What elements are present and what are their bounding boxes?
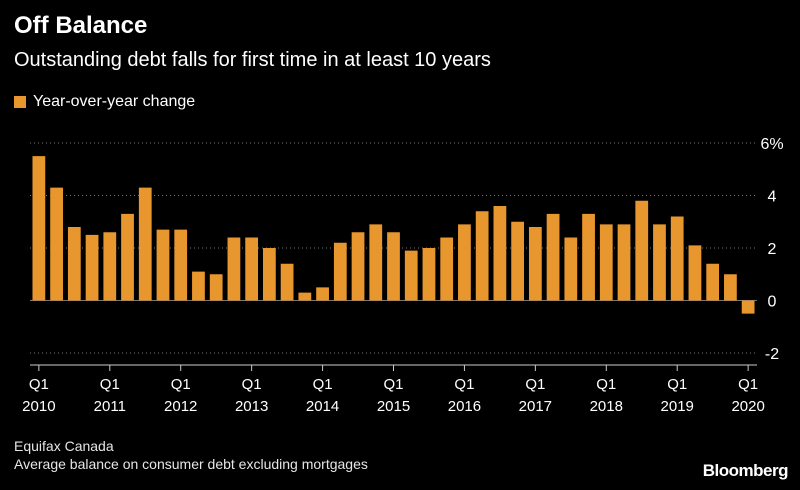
bar <box>635 200 649 301</box>
bar <box>227 237 241 301</box>
bloomberg-logo: Bloomberg <box>702 461 789 480</box>
y-tick-label: 4 <box>768 189 777 206</box>
bar <box>440 237 454 301</box>
x-tick-label-year: 2010 <box>22 398 55 415</box>
bar <box>67 227 81 301</box>
bar <box>245 237 259 301</box>
x-tick-label-quarter: Q1 <box>738 376 758 393</box>
bar <box>475 211 489 301</box>
x-tick-label-quarter: Q1 <box>313 376 333 393</box>
footnote-text: Average balance on consumer debt excludi… <box>14 456 368 472</box>
bar <box>617 224 631 301</box>
x-tick-label-quarter: Q1 <box>383 376 403 393</box>
bar <box>564 237 578 301</box>
bar <box>316 287 329 301</box>
y-tick-label: -2 <box>765 346 779 363</box>
bar <box>209 274 223 301</box>
x-tick-label-year: 2017 <box>519 398 552 415</box>
x-tick-label-year: 2015 <box>377 398 410 415</box>
bar <box>138 187 152 301</box>
legend-label: Year-over-year change <box>33 93 196 110</box>
y-tick-label: 0 <box>768 294 777 311</box>
x-tick-label-year: 2018 <box>590 398 623 415</box>
bar <box>174 229 188 301</box>
x-tick-label-quarter: Q1 <box>171 376 191 393</box>
x-tick-label-year: 2019 <box>661 398 694 415</box>
bar <box>599 224 613 301</box>
x-tick-label-year: 2011 <box>94 398 126 415</box>
bar <box>546 213 560 301</box>
bar <box>404 250 418 301</box>
x-tick-label-year: 2020 <box>731 398 764 415</box>
bar <box>706 263 720 301</box>
x-tick-label-year: 2014 <box>306 398 339 415</box>
x-tick-label-year: 2012 <box>164 398 197 415</box>
y-tick-label: 6% <box>760 136 783 153</box>
chart-subtitle: Outstanding debt falls for first time in… <box>14 49 491 71</box>
bar <box>121 213 134 301</box>
bar <box>528 227 542 301</box>
bar <box>156 229 170 301</box>
bar <box>333 242 347 301</box>
bar <box>653 224 666 301</box>
bar <box>280 263 294 301</box>
x-tick-label-quarter: Q1 <box>29 376 49 393</box>
legend: Year-over-year change <box>14 92 195 112</box>
chart-title: Off Balance <box>14 12 148 39</box>
x-tick-label-quarter: Q1 <box>242 376 262 393</box>
x-tick-label-quarter: Q1 <box>667 376 687 393</box>
x-tick-label-year: 2013 <box>235 398 268 415</box>
bar <box>85 234 99 301</box>
bar <box>351 232 365 301</box>
x-tick-label-quarter: Q1 <box>454 376 474 393</box>
bar <box>458 224 471 301</box>
bar <box>192 271 205 301</box>
legend-swatch <box>14 96 26 108</box>
x-tick-label-quarter: Q1 <box>100 376 120 393</box>
bar <box>298 292 312 301</box>
bar <box>103 232 117 301</box>
x-tick-label-year: 2016 <box>448 398 481 415</box>
bar <box>724 274 737 301</box>
source-text: Equifax Canada <box>14 438 114 454</box>
bar <box>688 245 702 301</box>
bar <box>670 216 684 301</box>
bar <box>741 300 755 314</box>
bar <box>582 213 595 301</box>
bar <box>369 224 383 301</box>
bar <box>511 221 525 301</box>
bar <box>422 248 436 301</box>
bar <box>387 232 400 301</box>
x-tick-label-quarter: Q1 <box>525 376 545 393</box>
y-tick-label: 2 <box>768 241 777 258</box>
bar <box>262 248 276 301</box>
x-tick-label-quarter: Q1 <box>596 376 616 393</box>
bar <box>493 206 507 301</box>
bar <box>50 187 63 301</box>
bar <box>32 156 46 301</box>
